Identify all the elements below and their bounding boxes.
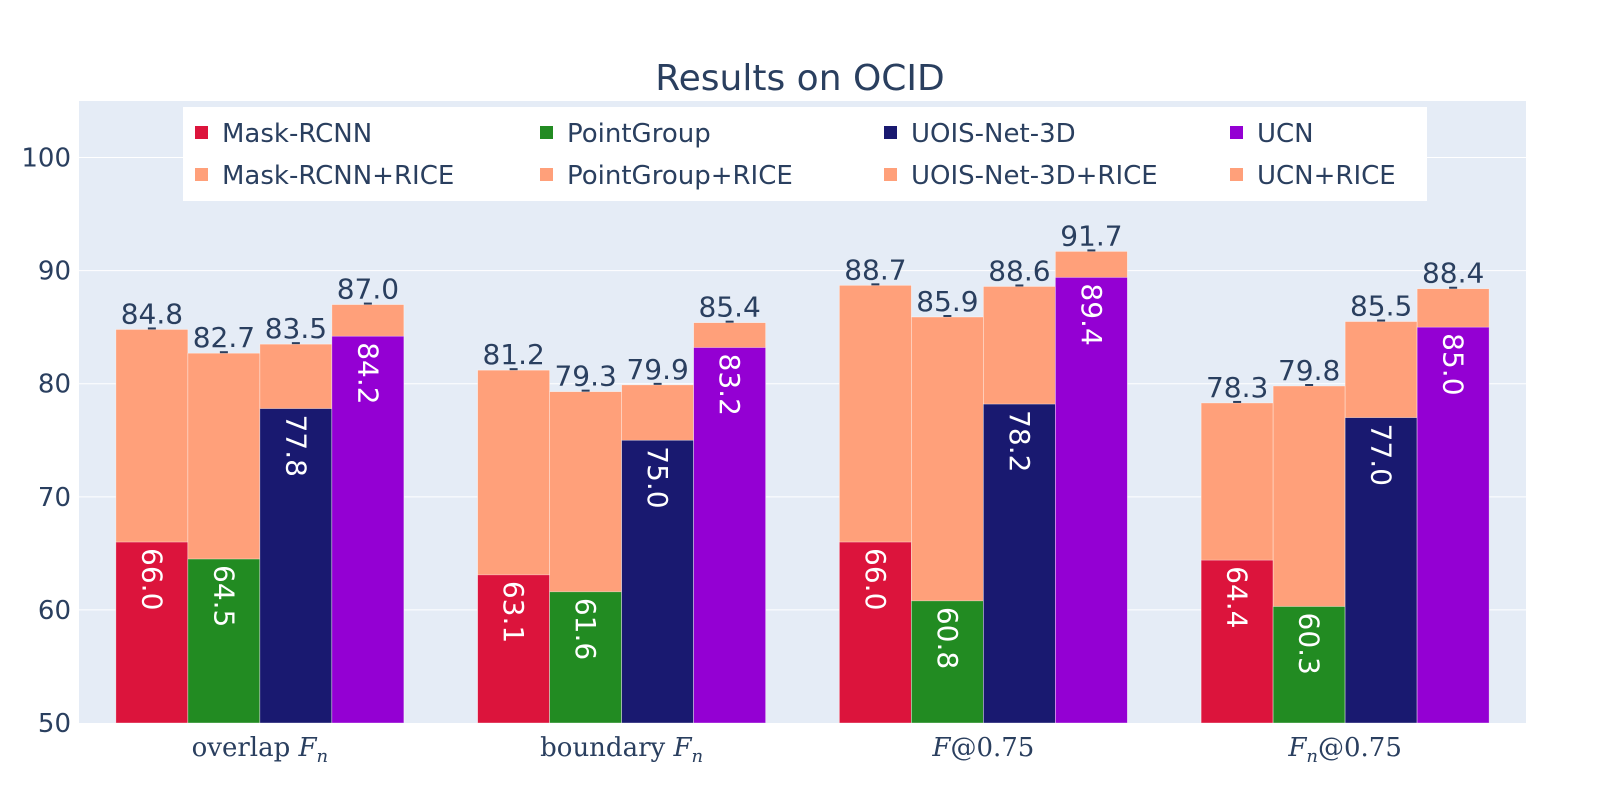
base-value-label: 66.0	[859, 548, 892, 610]
bar-base	[1416, 326, 1490, 724]
legend-box	[183, 107, 1427, 201]
bar-base	[259, 408, 333, 724]
total-value-label: 79.8	[1278, 354, 1340, 387]
y-tick-label: 50	[38, 709, 71, 739]
legend-entry-label: UCN+RICE	[1257, 161, 1396, 191]
legend-swatch	[1230, 168, 1243, 181]
legend-swatch	[1230, 126, 1243, 139]
base-value-label: 64.4	[1221, 566, 1254, 628]
y-tick-label: 80	[38, 370, 71, 400]
bar-base	[1272, 606, 1346, 724]
legend: Mask-RCNN PointGroup UOIS-Net-3D UCN Mask-RC…	[183, 107, 1427, 201]
total-value-label: 83.5	[265, 312, 327, 345]
total-value-label: 81.2	[482, 338, 544, 371]
base-value-label: 78.2	[1003, 410, 1036, 472]
base-value-label: 66.0	[135, 548, 168, 610]
legend-swatch	[195, 126, 208, 139]
bar-base	[1344, 417, 1418, 724]
bar-base	[331, 335, 405, 724]
bar-base	[1055, 277, 1128, 724]
base-value-label: 63.1	[497, 581, 530, 643]
bar-base	[911, 600, 984, 724]
base-value-label: 83.2	[713, 354, 746, 416]
total-value-label: 79.9	[626, 353, 688, 386]
base-value-label: 89.4	[1075, 283, 1108, 345]
legend-entry-label: Mask-RCNN+RICE	[222, 161, 454, 191]
total-value-label: 87.0	[337, 273, 399, 306]
total-value-label: 85.5	[1350, 290, 1412, 323]
legend-entry-label: UCN	[1257, 119, 1314, 149]
bar-base	[187, 558, 261, 724]
legend-entry-label: UOIS-Net-3D+RICE	[911, 161, 1158, 191]
x-axis: overlap Fn boundary Fn F@0.75 Fn@0.75	[192, 733, 1402, 767]
y-tick-label: 90	[38, 257, 71, 287]
base-value-label: 77.8	[279, 415, 312, 477]
base-value-label: 64.5	[207, 565, 240, 627]
legend-swatch	[540, 126, 553, 139]
total-value-label: 79.3	[554, 360, 616, 393]
total-value-label: 85.4	[698, 291, 760, 324]
x-tick-label: boundary Fn	[540, 733, 703, 767]
y-tick-label: 60	[38, 596, 71, 626]
legend-swatch	[540, 168, 553, 181]
bar-base	[621, 439, 694, 724]
bar-base	[983, 403, 1056, 724]
legend-entry-label: Mask-RCNN	[222, 119, 372, 149]
legend-entry-label: PointGroup+RICE	[567, 161, 793, 191]
total-value-label: 88.4	[1422, 257, 1484, 290]
base-value-label: 77.0	[1365, 424, 1398, 486]
x-tick-label: Fn@0.75	[1287, 733, 1402, 767]
base-value-label: 84.2	[351, 342, 384, 404]
bar-base	[839, 541, 912, 724]
base-value-label: 60.3	[1293, 613, 1326, 675]
y-tick-label: 70	[38, 483, 71, 513]
bar-base	[477, 574, 550, 724]
legend-swatch	[195, 168, 208, 181]
legend-entry-label: UOIS-Net-3D	[911, 119, 1076, 149]
base-value-label: 60.8	[931, 607, 964, 669]
base-value-label: 61.6	[569, 598, 602, 660]
total-value-label: 88.6	[988, 254, 1050, 287]
legend-swatch	[884, 168, 897, 181]
total-value-label: 91.7	[1060, 219, 1122, 252]
legend-swatch	[884, 126, 897, 139]
bars	[115, 249, 1490, 724]
legend-entry-label: PointGroup	[567, 119, 711, 149]
bar-base	[693, 347, 766, 724]
bar-base	[1200, 559, 1274, 724]
y-axis: 50 60 70 80 90 100	[21, 144, 71, 739]
bar-base	[115, 541, 189, 724]
total-value-label: 88.7	[844, 253, 906, 286]
chart-title: Results on OCID	[655, 58, 945, 99]
base-value-label: 85.0	[1437, 333, 1470, 395]
total-value-label: 82.7	[193, 321, 255, 354]
x-tick-label: overlap Fn	[192, 733, 329, 767]
x-tick-label: F@0.75	[931, 733, 1034, 763]
data-labels: 84.8 66.0 82.7 64.5 83.5 77.8 87.0 84.2 81.2 63.1…	[121, 219, 1485, 674]
y-tick-label: 100	[21, 144, 71, 174]
total-value-label: 85.9	[916, 285, 978, 318]
bar-base	[549, 591, 622, 724]
total-value-label: 84.8	[121, 297, 183, 330]
total-value-label: 78.3	[1206, 371, 1268, 404]
base-value-label: 75.0	[641, 446, 674, 508]
